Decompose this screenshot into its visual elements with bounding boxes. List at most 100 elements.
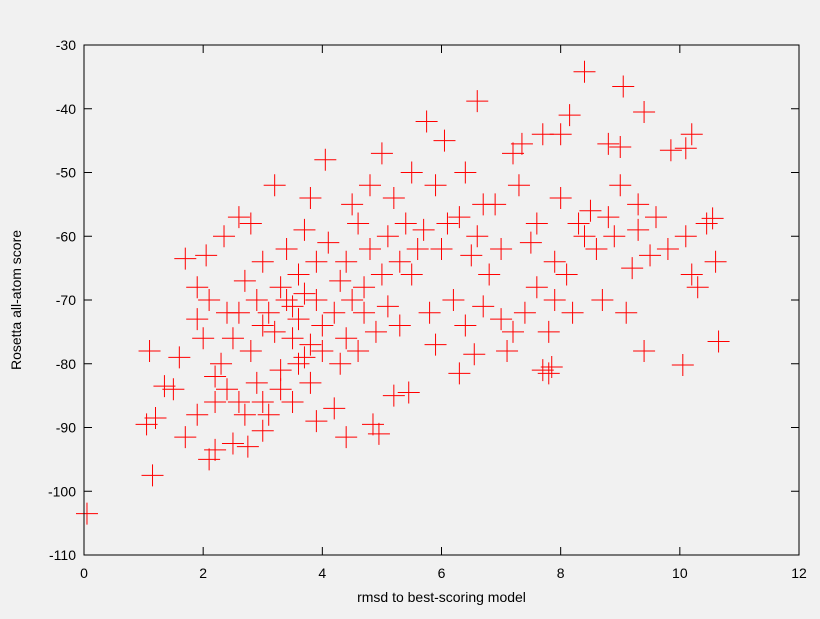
data-point (674, 137, 697, 160)
data-point (287, 308, 310, 331)
data-point (213, 225, 236, 248)
data-point (174, 247, 197, 270)
data-point (633, 340, 656, 362)
data-point (525, 212, 548, 235)
data-point (323, 397, 346, 420)
data-point (597, 132, 620, 155)
data-point (305, 410, 328, 433)
data-point (198, 289, 221, 311)
y-tick-label: -50 (56, 165, 76, 181)
data-point (370, 142, 393, 165)
data-point (361, 413, 384, 436)
data-point (269, 378, 292, 401)
data-point (549, 123, 572, 146)
data-point (463, 343, 486, 366)
y-tick-label: -100 (48, 483, 76, 499)
data-point (695, 212, 718, 235)
data-point (597, 206, 620, 229)
data-point (299, 187, 322, 209)
data-point (305, 250, 328, 273)
data-point (701, 207, 724, 230)
data-point (221, 327, 244, 350)
data-point (162, 378, 185, 401)
data-point (281, 391, 304, 413)
data-point (341, 289, 364, 311)
data-point (490, 308, 513, 331)
data-point (245, 371, 268, 394)
data-point (525, 276, 548, 299)
data-point (329, 352, 352, 375)
data-point (317, 231, 340, 254)
data-point (204, 438, 227, 461)
data-point (466, 225, 489, 248)
data-point (382, 187, 405, 209)
data-point (275, 238, 298, 260)
data-point (609, 136, 632, 158)
data-point (341, 193, 364, 216)
data-point (513, 301, 536, 324)
data-point (376, 225, 399, 248)
x-tick-label: 0 (80, 565, 88, 581)
data-point (239, 340, 262, 362)
data-point (680, 123, 703, 146)
data-point (287, 352, 310, 375)
data-point (633, 100, 656, 123)
data-point (186, 308, 209, 331)
data-point (627, 218, 650, 241)
data-point (579, 199, 602, 222)
data-point (561, 301, 584, 324)
data-point (510, 132, 533, 155)
x-tick-label: 8 (557, 565, 565, 581)
data-point (490, 238, 513, 260)
data-point (275, 289, 298, 311)
y-axis-ticks: -110 -100 -90 -80 -70 -60 -50 -40 -30 (48, 37, 799, 563)
data-point (376, 295, 399, 318)
x-tick-label: 2 (199, 565, 207, 581)
data-point (251, 419, 274, 442)
data-point (245, 289, 268, 311)
data-point (573, 225, 596, 248)
data-point (543, 289, 566, 311)
data-point (400, 161, 423, 184)
data-point (233, 269, 256, 292)
data-point (537, 320, 560, 343)
data-point (192, 327, 215, 350)
data-point (293, 282, 316, 305)
data-point (299, 333, 322, 356)
data-point (353, 276, 376, 299)
data-point (400, 263, 423, 286)
data-point (680, 263, 703, 286)
data-point (609, 174, 632, 197)
data-point (448, 362, 471, 385)
data-point (507, 174, 530, 197)
data-point (141, 464, 164, 487)
data-point (138, 340, 161, 362)
data-point (370, 263, 393, 286)
data-point (293, 346, 316, 369)
data-point (269, 276, 292, 299)
data-point (359, 174, 381, 197)
data-point (472, 295, 495, 318)
data-point (671, 354, 694, 377)
data-point (639, 244, 662, 267)
data-point (430, 238, 453, 260)
data-point (186, 403, 209, 426)
data-point (364, 320, 387, 343)
data-point (496, 340, 519, 362)
data-point (353, 301, 376, 324)
x-tick-label: 10 (672, 565, 688, 581)
x-tick-label: 6 (438, 565, 446, 581)
data-point (388, 314, 411, 337)
data-point (531, 359, 554, 382)
data-point (397, 381, 420, 404)
data-points (75, 60, 730, 525)
data-point (269, 359, 292, 382)
data-point (555, 263, 578, 286)
data-point (305, 289, 328, 311)
data-point (502, 142, 524, 165)
x-tick-label: 4 (318, 565, 326, 581)
data-point (216, 378, 238, 401)
y-axis-label: Rosetta all-atom score (8, 230, 24, 370)
x-axis-label: rmsd to best-scoring model (357, 589, 526, 605)
